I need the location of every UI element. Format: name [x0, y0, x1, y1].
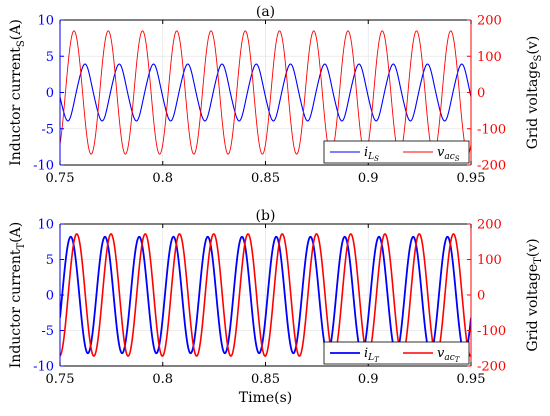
y-axis-label-right-sub: S: [533, 54, 544, 61]
y-axis-label-right-unit: (v): [525, 36, 541, 55]
y-tick-label-left: 0: [46, 289, 54, 304]
y-tick-label-left: -10: [33, 159, 54, 174]
y-axis-label-left-main: Inductor current: [8, 47, 24, 166]
y-tick-label-left: 5: [46, 50, 54, 65]
y-axis-label-right-main: Grid voltage: [525, 61, 541, 149]
y-tick-label-left: 5: [46, 253, 54, 268]
y-tick-label-right: 200: [477, 14, 502, 29]
y-axis-label-left-sub: S: [16, 40, 27, 47]
legend: iLT vacT: [323, 341, 470, 365]
chart-title: (b): [256, 208, 276, 224]
y-tick-label-left: 10: [37, 218, 54, 233]
x-tick-label: 0.9: [358, 171, 379, 186]
legend-subsub: S: [374, 155, 379, 163]
legend-entry-v_acT: vacT: [437, 346, 461, 364]
y-axis-label-left-unit: (A): [8, 19, 24, 40]
y-tick-label-right: 100: [477, 253, 502, 268]
y-axis-label-right-unit: (v): [525, 238, 541, 257]
x-tick-label: 0.8: [152, 171, 173, 186]
y-axis-label-right: Grid voltageS(v): [525, 36, 544, 150]
legend-main: v: [437, 346, 445, 361]
y-tick-label-right: 0: [477, 289, 485, 304]
x-tick-label: 0.75: [46, 171, 75, 186]
chart-panel-a: 0.75 0.8 0.85 0.9 0.95 -10 -5 0 5 10 -200 -100 0 100 2…: [8, 4, 544, 186]
legend: iLS vacS: [323, 140, 470, 164]
legend-subsub: T: [374, 356, 380, 364]
x-axis-label: Time(s): [239, 390, 292, 406]
y-axis-label-right-sub: T: [533, 257, 544, 264]
y-axis-label-right-main: Grid voltage: [525, 264, 541, 352]
y-tick-label-left: -5: [41, 122, 54, 137]
y-tick-label-right: -100: [477, 122, 506, 137]
y-tick-label-right: 200: [477, 218, 502, 233]
y-tick-label-right: -200: [477, 360, 506, 375]
chart-panel-b: 0.75 0.8 0.85 0.9 0.95 -10 -5 0 5 10 -200 -100 0 100 2…: [8, 208, 544, 406]
x-tick-label: 0.75: [46, 372, 75, 387]
y-tick-label-left: -5: [41, 324, 54, 339]
legend-entry-i_LS: iLS: [364, 145, 379, 163]
legend-box: [323, 140, 470, 164]
x-tick-label: 0.85: [251, 171, 280, 186]
series-line-i_LS: [60, 63, 471, 122]
y-tick-label-right: -100: [477, 324, 506, 339]
legend-sub: L: [367, 152, 374, 162]
legend-sub: ac: [444, 353, 454, 363]
y-axis-label-left-unit: (A): [8, 222, 24, 243]
y-axis-label-left-sub: T: [16, 242, 27, 249]
legend-main: i: [364, 145, 368, 160]
chart-title: (a): [256, 4, 275, 20]
x-tick-label: 0.85: [251, 372, 280, 387]
legend-main: v: [437, 145, 445, 160]
y-axis-label-left-main: Inductor current: [8, 249, 24, 368]
legend-entry-v_acS: vacS: [437, 145, 460, 163]
legend-sub: L: [367, 353, 374, 363]
legend-main: i: [364, 346, 368, 361]
y-axis-label-left: Inductor currentS(A): [8, 19, 27, 166]
y-tick-label-right: 0: [477, 86, 485, 101]
legend-entry-i_LT: iLT: [364, 346, 380, 364]
y-tick-label-left: 0: [46, 86, 54, 101]
x-tick-label: 0.8: [152, 372, 173, 387]
x-tick-label: 0.9: [358, 372, 379, 387]
x-tick-label: 0.95: [457, 372, 486, 387]
y-tick-label-right: -200: [477, 159, 506, 174]
y-axis-label-right: Grid voltageT(v): [525, 238, 544, 351]
legend-subsub: T: [455, 356, 461, 364]
y-tick-label-left: -10: [33, 360, 54, 375]
y-axis-label-left: Inductor currentT(A): [8, 222, 27, 368]
legend-subsub: S: [455, 155, 460, 163]
legend-box: [323, 341, 470, 365]
x-tick-label: 0.95: [457, 171, 486, 186]
y-tick-label-left: 10: [37, 14, 54, 29]
y-tick-label-right: 100: [477, 50, 502, 65]
legend-sub: ac: [444, 152, 454, 162]
series-line-i_LT: [60, 235, 471, 355]
